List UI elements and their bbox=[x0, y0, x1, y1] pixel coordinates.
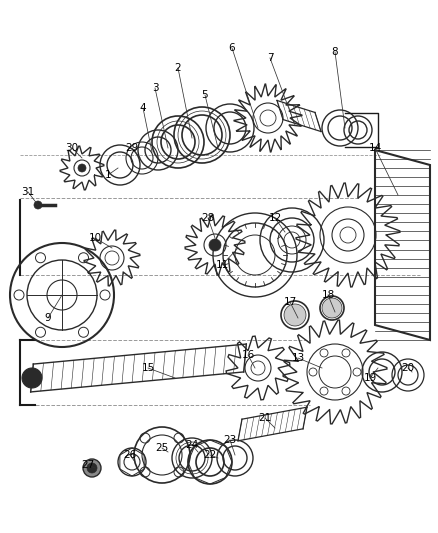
Text: 22: 22 bbox=[203, 450, 217, 460]
Circle shape bbox=[204, 234, 226, 256]
Text: 23: 23 bbox=[223, 435, 237, 445]
Text: 1: 1 bbox=[105, 170, 111, 180]
Circle shape bbox=[87, 463, 97, 473]
Text: 15: 15 bbox=[141, 363, 155, 373]
Text: 18: 18 bbox=[321, 290, 335, 300]
Text: 4: 4 bbox=[140, 103, 146, 113]
Text: 19: 19 bbox=[364, 373, 377, 383]
Text: 21: 21 bbox=[258, 413, 272, 423]
Text: 6: 6 bbox=[229, 43, 235, 53]
Circle shape bbox=[22, 368, 42, 388]
Text: 29: 29 bbox=[125, 143, 138, 153]
Text: 5: 5 bbox=[201, 90, 208, 100]
Text: 11: 11 bbox=[215, 260, 229, 270]
Text: 17: 17 bbox=[283, 297, 297, 307]
Text: 2: 2 bbox=[175, 63, 181, 73]
Text: 24: 24 bbox=[185, 440, 198, 450]
Text: 31: 31 bbox=[21, 187, 35, 197]
Text: 12: 12 bbox=[268, 213, 282, 223]
Text: 9: 9 bbox=[45, 313, 51, 323]
Text: 10: 10 bbox=[88, 233, 102, 243]
Text: 7: 7 bbox=[267, 53, 273, 63]
Text: 28: 28 bbox=[201, 213, 215, 223]
Text: 30: 30 bbox=[65, 143, 78, 153]
Circle shape bbox=[83, 459, 101, 477]
Circle shape bbox=[322, 298, 342, 318]
Circle shape bbox=[209, 239, 221, 251]
Circle shape bbox=[284, 304, 306, 326]
Text: 3: 3 bbox=[152, 83, 158, 93]
Circle shape bbox=[34, 201, 42, 209]
Text: 16: 16 bbox=[241, 350, 254, 360]
Circle shape bbox=[78, 164, 86, 172]
Text: 27: 27 bbox=[81, 460, 95, 470]
Text: 20: 20 bbox=[402, 363, 414, 373]
Text: 14: 14 bbox=[368, 143, 381, 153]
Text: 8: 8 bbox=[332, 47, 338, 57]
Text: 25: 25 bbox=[155, 443, 169, 453]
Text: 26: 26 bbox=[124, 450, 137, 460]
Text: 13: 13 bbox=[291, 353, 304, 363]
